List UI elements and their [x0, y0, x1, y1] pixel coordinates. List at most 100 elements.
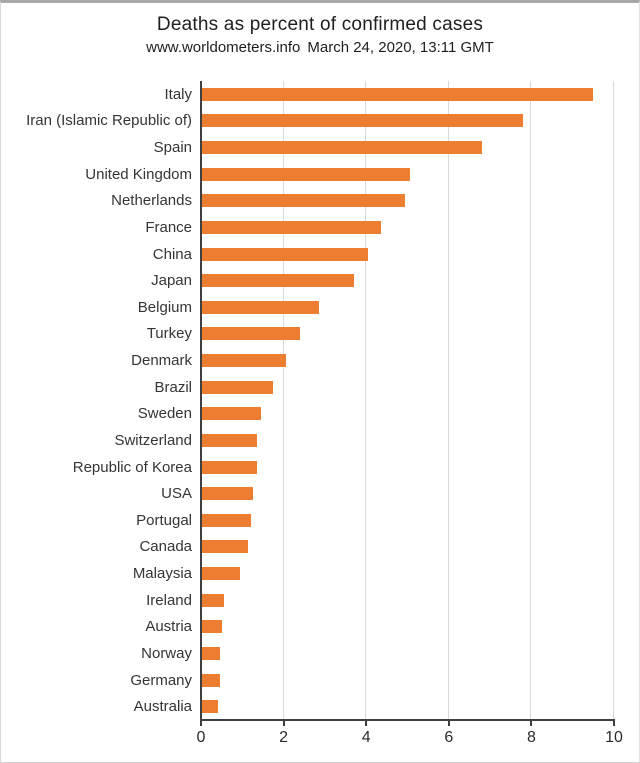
- chart-row: United Kingdom: [1, 161, 614, 188]
- vertical-gridline: [365, 81, 367, 720]
- bar-track: [201, 560, 614, 587]
- category-label: Japan: [151, 272, 192, 290]
- category-label: Canada: [139, 538, 192, 556]
- category-label: Australia: [133, 698, 192, 716]
- chart-row: Netherlands: [1, 188, 614, 215]
- bar-track: [201, 614, 614, 641]
- bar-track: [201, 161, 614, 188]
- bar: [201, 513, 251, 527]
- chart-row: Italy: [1, 81, 614, 108]
- category-label: China: [152, 245, 192, 263]
- chart-row: Belgium: [1, 294, 614, 321]
- x-axis-tick: [447, 721, 450, 726]
- y-axis-line: [200, 81, 202, 720]
- category-label: Portugal: [136, 511, 192, 529]
- x-axis-tick-label: 10: [605, 729, 623, 746]
- bar: [201, 141, 482, 155]
- chart-row: Norway: [1, 640, 614, 667]
- bar: [201, 167, 410, 181]
- x-axis-tick-label: 2: [279, 729, 289, 746]
- bar-track: [201, 480, 614, 507]
- bar-track: [201, 267, 614, 294]
- x-axis-tick-label: 6: [444, 729, 454, 746]
- category-label: Belgium: [137, 298, 192, 316]
- bar: [201, 327, 301, 341]
- bar: [201, 87, 594, 101]
- category-label: Denmark: [131, 352, 192, 370]
- category-label: Spain: [153, 139, 192, 157]
- bar-track: [201, 81, 614, 108]
- x-axis-tick: [613, 721, 615, 726]
- chart-row: Turkey: [1, 321, 614, 348]
- bar: [201, 700, 218, 714]
- bar-track: [201, 108, 614, 135]
- chart-row: China: [1, 241, 614, 268]
- bar: [201, 274, 354, 288]
- chart-row: Austria: [1, 614, 614, 641]
- category-label: Ireland: [146, 591, 192, 609]
- bar: [201, 460, 257, 474]
- chart-row: Sweden: [1, 401, 614, 428]
- bar-track: [201, 134, 614, 161]
- bar: [201, 593, 224, 607]
- bar: [201, 300, 319, 314]
- chart-row: Iran (Islamic Republic of): [1, 108, 614, 135]
- bar-track: [201, 401, 614, 428]
- chart-row: USA: [1, 480, 614, 507]
- vertical-gridline: [447, 81, 449, 720]
- chart-row: Republic of Korea: [1, 454, 614, 481]
- category-label: France: [145, 218, 192, 236]
- chart-row: Brazil: [1, 374, 614, 401]
- chart-row: Spain: [1, 134, 614, 161]
- x-axis-line: [200, 719, 615, 721]
- chart-row: Denmark: [1, 347, 614, 374]
- bar-track: [201, 507, 614, 534]
- bar-track: [201, 587, 614, 614]
- chart-row: Switzerland: [1, 427, 614, 454]
- chart-row: France: [1, 214, 614, 241]
- chart-row: Malaysia: [1, 560, 614, 587]
- category-label: Norway: [141, 644, 192, 662]
- bar-track: [201, 294, 614, 321]
- bar: [201, 567, 241, 581]
- timestamp-text: March 24, 2020, 13:11 GMT: [307, 39, 494, 56]
- category-label: Netherlands: [111, 192, 192, 210]
- chart-subtitle: www.worldometers.info March 24, 2020, 13:…: [1, 39, 639, 56]
- bar-track: [201, 427, 614, 454]
- bar: [201, 247, 369, 261]
- x-axis-tick-label: 0: [196, 729, 206, 746]
- bar-track: [201, 188, 614, 215]
- bar: [201, 380, 274, 394]
- chart-row: Japan: [1, 267, 614, 294]
- category-label: Sweden: [137, 405, 192, 423]
- vertical-gridline: [530, 81, 532, 720]
- bar-track: [201, 241, 614, 268]
- x-axis-tick-label: 8: [526, 729, 536, 746]
- chart-title: Deaths as percent of confirmed cases: [156, 14, 484, 35]
- bar: [201, 194, 406, 208]
- bar: [201, 673, 220, 687]
- category-label: United Kingdom: [85, 165, 192, 183]
- bar-track: [201, 693, 614, 720]
- category-label: USA: [161, 485, 192, 503]
- bar-track: [201, 374, 614, 401]
- category-label: Switzerland: [114, 431, 192, 449]
- x-axis-tick: [200, 721, 202, 726]
- chart-row: Canada: [1, 534, 614, 561]
- bar-rows: Italy Iran (Islamic Republic of) Spain Unit…: [1, 81, 614, 720]
- source-text: www.worldometers.info: [146, 39, 301, 56]
- category-label: Turkey: [146, 325, 192, 343]
- category-label: Austria: [145, 618, 192, 636]
- category-label: Brazil: [154, 378, 192, 396]
- bar: [201, 487, 253, 501]
- bar-track: [201, 454, 614, 481]
- bar-track: [201, 214, 614, 241]
- x-axis-tick: [282, 721, 285, 726]
- category-label: Republic of Korea: [72, 458, 192, 476]
- chart-row: Australia: [1, 693, 614, 720]
- gridlines: [201, 81, 614, 720]
- bar: [201, 646, 220, 660]
- bar-track: [201, 321, 614, 348]
- chart-row: Ireland: [1, 587, 614, 614]
